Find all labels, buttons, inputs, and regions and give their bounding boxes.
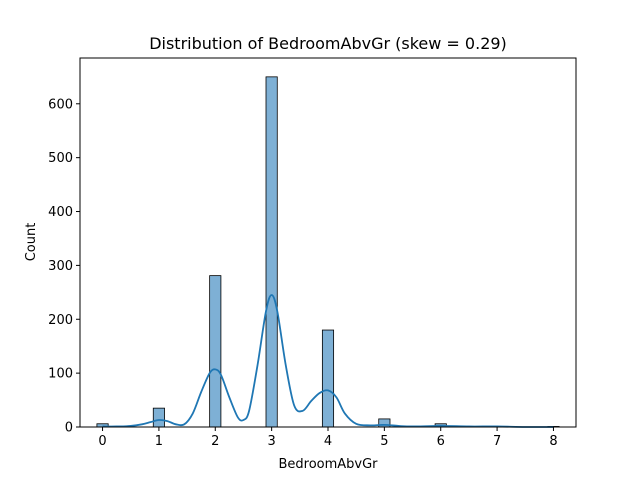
y-tick-label: 400 (48, 205, 73, 220)
x-tick-label: 8 (549, 434, 557, 449)
histogram-bar (209, 275, 222, 428)
y-tick-label: 300 (48, 259, 73, 274)
x-tick-label: 6 (437, 434, 445, 449)
histogram-bar (152, 407, 165, 428)
x-tick-label: 3 (267, 434, 275, 449)
kde-curve (102, 294, 554, 428)
x-tick-label: 0 (98, 434, 106, 449)
histogram-bar (265, 76, 278, 428)
x-axis-ticks: 0 1 2 3 4 5 6 7 8 (98, 427, 558, 449)
y-tick-label: 0 (65, 421, 73, 436)
x-tick-label: 1 (155, 434, 163, 449)
chart-title: Distribution of BedroomAbvGr (skew = 0.2… (149, 34, 507, 53)
bars-group (96, 76, 560, 428)
x-tick-label: 2 (211, 434, 219, 449)
y-tick-label: 200 (48, 313, 73, 328)
histogram-bar (321, 329, 335, 428)
x-tick-label: 4 (324, 434, 332, 449)
x-tick-label: 5 (380, 434, 388, 449)
x-tick-label: 7 (493, 434, 501, 449)
x-axis-label: BedroomAbvGr (278, 457, 378, 472)
y-tick-label: 500 (48, 151, 73, 166)
y-tick-label: 100 (48, 367, 73, 382)
y-axis-label: Count (24, 223, 39, 262)
y-axis-ticks: 0 100 200 300 400 500 600 (48, 97, 80, 436)
y-tick-label: 600 (48, 97, 73, 112)
